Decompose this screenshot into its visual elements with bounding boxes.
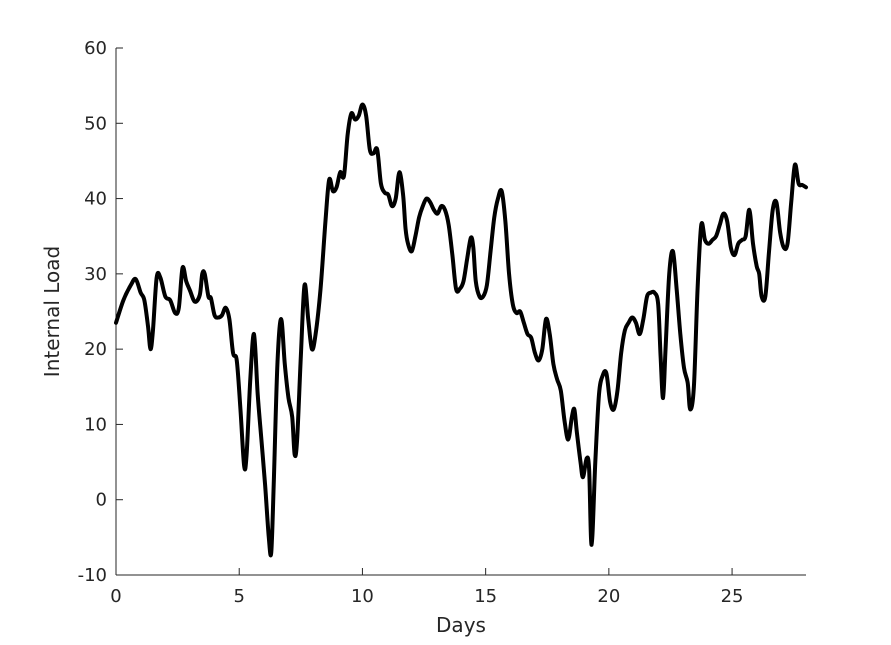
y-tick-label: 0	[96, 490, 107, 511]
series-line	[114, 102, 808, 558]
y-axis-label: Internal Load	[40, 246, 64, 377]
x-tick-label: 10	[351, 586, 374, 607]
y-tick-label: 30	[84, 264, 107, 285]
y-tick-label: -10	[78, 565, 107, 586]
x-tick-label: 25	[721, 586, 744, 607]
y-tick-label: 60	[84, 38, 107, 59]
y-tick-label: 40	[84, 189, 107, 210]
y-tick-label: 20	[84, 339, 107, 360]
x-axis-label: Days	[436, 613, 486, 637]
x-tick-label: 20	[597, 586, 620, 607]
y-tick-label: 50	[84, 113, 107, 134]
x-tick-label: 0	[110, 586, 121, 607]
x-axis-ticks: 0 5 10 15 20 25	[110, 568, 744, 607]
y-axis-ticks: -10 0 10 20 30 40 50 60	[78, 38, 123, 586]
y-tick-label: 10	[84, 414, 107, 435]
x-tick-label: 5	[233, 586, 244, 607]
x-tick-label: 15	[474, 586, 497, 607]
